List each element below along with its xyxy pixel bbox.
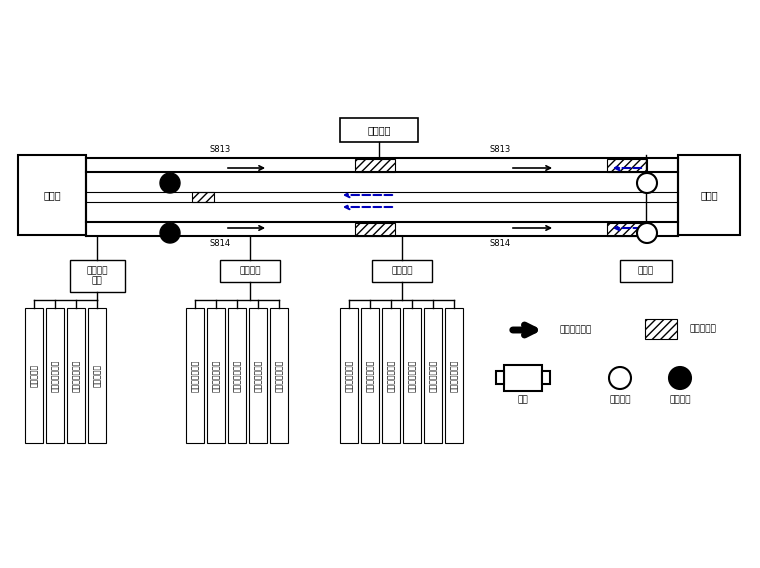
Bar (70, 260, 125, 292)
Text: 盾构掘进方向: 盾构掘进方向 (560, 325, 592, 335)
Text: 矿山法隧道: 矿山法隧道 (689, 324, 716, 333)
Text: 镇龙站: 镇龙站 (43, 190, 61, 200)
Bar (340, 118, 418, 142)
Bar (424, 308, 442, 443)
Bar (270, 308, 288, 443)
Circle shape (637, 223, 657, 243)
Text: S814: S814 (210, 239, 231, 248)
Bar (542, 371, 550, 384)
Circle shape (160, 223, 180, 243)
Bar (186, 308, 204, 443)
Bar (46, 308, 64, 443)
Text: 矿山配合作业队: 矿山配合作业队 (366, 360, 375, 392)
Bar (355, 223, 395, 236)
Bar (18, 155, 86, 235)
Bar (88, 308, 106, 443)
Bar (403, 308, 421, 443)
Bar (361, 308, 379, 443)
Text: 盾构始发: 盾构始发 (670, 395, 691, 404)
Bar (607, 159, 647, 172)
Text: 矿山配合作业队: 矿山配合作业队 (407, 360, 416, 392)
Text: 矿山配合作业队: 矿山配合作业队 (449, 360, 458, 392)
Text: 矿山工区: 矿山工区 (391, 266, 413, 275)
Text: 盾构配合作业队: 盾构配合作业队 (211, 360, 220, 392)
Bar (382, 308, 400, 443)
Text: S813: S813 (490, 145, 511, 154)
Bar (355, 159, 395, 172)
Bar (607, 223, 647, 236)
Text: 防水施工作业队: 防水施工作业队 (71, 360, 81, 392)
Bar (340, 308, 358, 443)
Bar (228, 308, 246, 443)
Text: 围护结构作业队: 围护结构作业队 (50, 360, 59, 392)
Circle shape (669, 367, 691, 389)
Text: 车站: 车站 (518, 395, 528, 404)
Text: 盾构施工作业队: 盾构施工作业队 (191, 360, 199, 392)
Circle shape (160, 173, 180, 193)
Bar (504, 365, 542, 391)
Text: S813: S813 (210, 145, 231, 154)
Bar (220, 260, 280, 282)
Text: S814: S814 (490, 239, 511, 248)
Text: 土方作业队: 土方作业队 (30, 364, 39, 387)
Bar (620, 260, 672, 282)
Text: 中新站: 中新站 (700, 190, 717, 200)
Bar (496, 371, 504, 384)
Circle shape (637, 173, 657, 193)
Text: 盾构施工作业队: 盾构施工作业队 (254, 360, 262, 392)
Bar (249, 308, 267, 443)
Circle shape (609, 367, 631, 389)
Text: 盾构接收: 盾构接收 (610, 395, 631, 404)
Bar (67, 308, 85, 443)
Text: 中新站: 中新站 (638, 266, 654, 275)
Text: 盾构配合作业队: 盾构配合作业队 (274, 360, 283, 392)
Bar (645, 319, 677, 339)
Text: 施工竖井: 施工竖井 (367, 125, 391, 135)
Text: 矿山施工作业队: 矿山施工作业队 (429, 360, 438, 392)
Text: 中间竖井作业队: 中间竖井作业队 (233, 360, 242, 392)
Text: 结构作业队: 结构作业队 (93, 364, 102, 387)
Bar (678, 155, 740, 235)
Bar (372, 260, 432, 282)
Text: 明挖车站
工区: 明挖车站 工区 (86, 266, 108, 286)
Bar (445, 308, 463, 443)
Bar (192, 192, 214, 202)
Bar (25, 308, 43, 443)
Text: 施工竖井作业队: 施工竖井作业队 (387, 360, 395, 392)
Text: 盾构工区: 盾构工区 (239, 266, 261, 275)
Text: 矿山施工作业队: 矿山施工作业队 (344, 360, 353, 392)
Bar (207, 308, 225, 443)
